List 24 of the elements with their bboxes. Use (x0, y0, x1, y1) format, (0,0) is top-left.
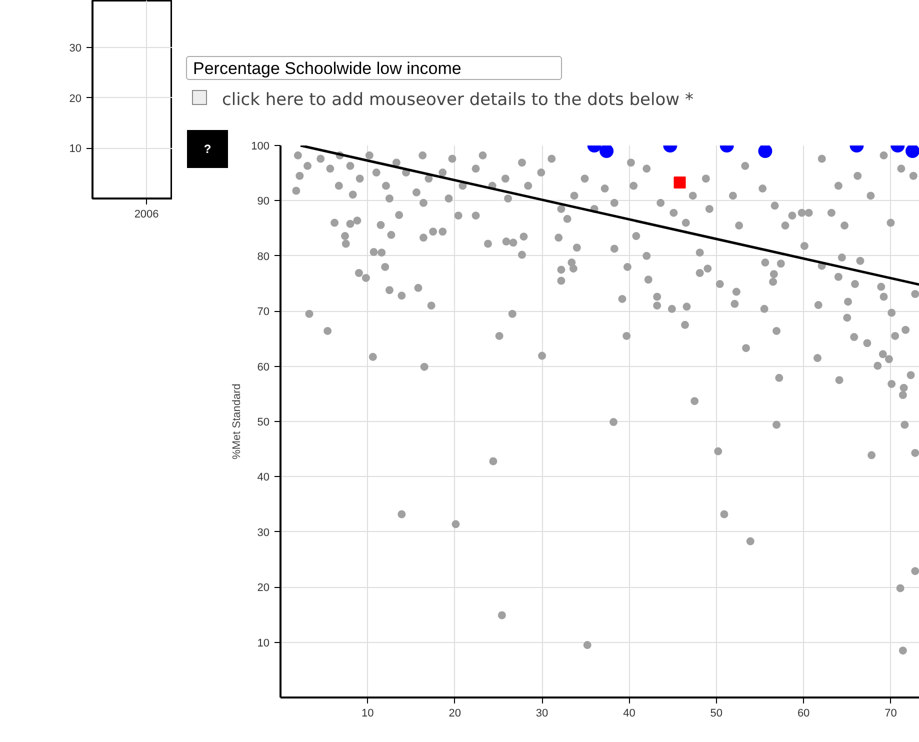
x-tick-label: 50 (710, 708, 723, 720)
y-tick-label: 20 (69, 92, 82, 105)
y-tick-label: 70 (257, 306, 270, 318)
y-tick-label: 20 (257, 582, 270, 594)
y-tick-label: 30 (69, 42, 82, 55)
x-tick-label: 40 (623, 708, 636, 720)
y-tick-label: 40 (257, 472, 270, 484)
x-tick-label: 70 (884, 708, 897, 720)
y-tick-label: 60 (257, 361, 270, 374)
x-tick-label: 60 (797, 708, 810, 720)
y-tick-label: 50 (257, 416, 270, 428)
x-tick-label: 10 (362, 708, 374, 720)
x-tick-label: 2006 (134, 208, 159, 220)
text: Percentage Schoolwide low income (186, 56, 562, 80)
y-tick-label: 10 (69, 143, 82, 156)
x-tick-label: 20 (448, 708, 461, 720)
y-tick-label: 90 (257, 196, 270, 208)
text: click here to add mouseover details to the dots below * (222, 90, 694, 110)
y-tick-label: 80 (257, 250, 270, 263)
x-tick-label: 30 (536, 708, 548, 720)
y-tick-label: 10 (257, 637, 270, 650)
y-axis-title: %Met Standard (231, 384, 244, 460)
y-tick-label: 100 (251, 140, 270, 152)
y-tick-label: 30 (257, 526, 270, 539)
